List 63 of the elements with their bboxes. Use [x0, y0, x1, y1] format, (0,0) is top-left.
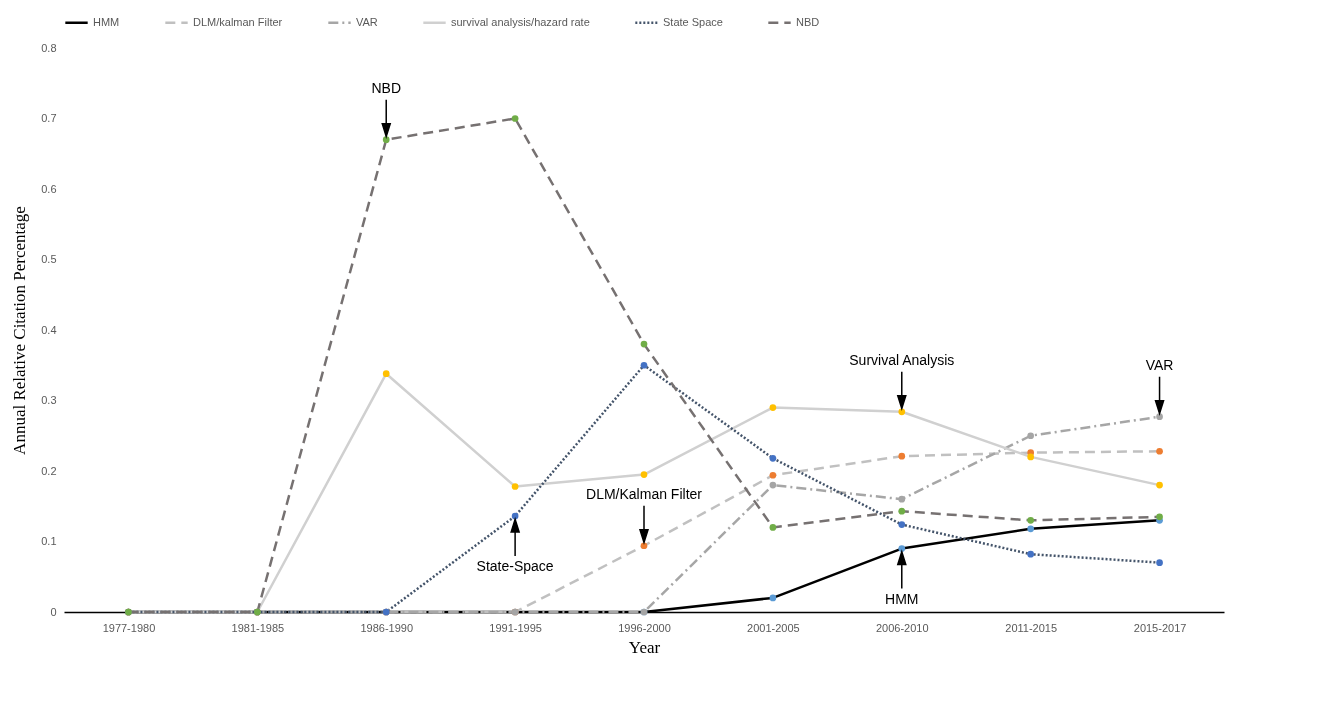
point	[382, 370, 390, 378]
point	[640, 340, 648, 348]
x-tick-label: 2006-2010	[875, 621, 929, 634]
point	[1027, 525, 1035, 533]
y-tick-label: 0.2	[41, 464, 57, 477]
point	[511, 483, 519, 490]
point	[769, 524, 777, 531]
x-tick-label: 2011-2015	[1005, 621, 1058, 634]
annotation: State-Space	[476, 558, 554, 575]
x-tick-label: 2001-2005	[747, 621, 800, 634]
point	[1027, 517, 1035, 524]
x-tick-label: 1977-1980	[102, 621, 156, 634]
point	[1156, 559, 1163, 566]
legend-label: State Space	[663, 15, 723, 28]
annotation: Survival Analysis	[849, 351, 955, 368]
y-tick-label: 0.3	[41, 394, 57, 406]
point	[511, 115, 519, 122]
y-tick-label: 0.6	[41, 182, 57, 195]
point	[898, 507, 906, 515]
point	[769, 594, 777, 602]
x-tick-label: 1991-1995	[489, 621, 542, 634]
y-tick-label: 0.1	[41, 535, 57, 547]
x-tick-label: 1986-1990	[360, 621, 414, 634]
y-tick-label: 0	[50, 605, 57, 618]
point	[1027, 453, 1035, 461]
point	[898, 521, 906, 528]
annotation: VAR	[1145, 356, 1174, 373]
y-tick-label: 0.5	[41, 253, 57, 265]
legend-label: NBD	[796, 15, 820, 28]
annotation: NBD	[371, 79, 401, 96]
x-tick-label: 1996-2000	[618, 621, 671, 634]
y-axis-title: Annual Relative Citation Percentage	[10, 206, 30, 455]
y-tick-label: 0.7	[41, 112, 57, 124]
x-axis-title: Year	[628, 637, 661, 657]
point	[1156, 481, 1163, 489]
point	[1156, 447, 1163, 455]
point	[769, 404, 777, 411]
point	[640, 471, 648, 478]
x-tick-label: 2015-2017	[1133, 621, 1187, 634]
point	[640, 542, 648, 550]
legend-label: survival analysis/hazard rate	[451, 15, 590, 28]
annotation: HMM	[885, 590, 919, 607]
point	[769, 471, 777, 479]
point	[382, 136, 390, 143]
point	[1156, 413, 1163, 421]
point	[769, 454, 777, 462]
point	[898, 545, 906, 552]
y-tick-label: 0.8	[41, 41, 57, 54]
point	[640, 361, 648, 369]
legend-label: HMM	[93, 15, 120, 28]
point	[898, 408, 906, 416]
annotation: DLM/Kalman Filter	[586, 485, 703, 502]
point	[1027, 550, 1035, 558]
point	[898, 495, 906, 503]
legend-label: VAR	[356, 15, 378, 28]
legend-label: DLM/kalman Filter	[193, 15, 283, 28]
point	[511, 512, 519, 520]
y-tick-label: 0.4	[41, 323, 57, 336]
point	[1156, 513, 1163, 521]
x-tick-label: 1981-1985	[231, 621, 285, 634]
point	[1027, 432, 1035, 440]
point	[898, 452, 906, 460]
point	[769, 481, 777, 489]
